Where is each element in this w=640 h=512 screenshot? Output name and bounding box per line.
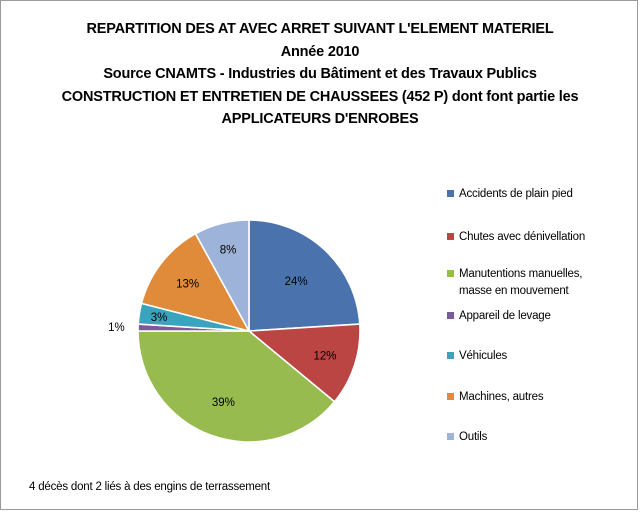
legend-label-line: Accidents de plain pied xyxy=(459,188,573,200)
legend-label: Appareil de levage xyxy=(459,308,629,325)
legend-label: Véhicules xyxy=(459,348,629,365)
legend-item: Chutes avec dénivellation xyxy=(447,229,629,246)
legend-label: Manutentions manuelles, masse en mouvemen… xyxy=(459,266,629,300)
legend-label-line: Outils xyxy=(459,431,488,443)
legend-label: Outils xyxy=(459,429,629,446)
title-line: Source CNAMTS - Industries du Bâtiment e… xyxy=(103,66,537,82)
title-line: CONSTRUCTION ET ENTRETIEN DE CHAUSSEES (… xyxy=(61,88,579,105)
pie-data-label: 24% xyxy=(285,276,308,288)
legend-label: Accidents de plain pied xyxy=(459,186,629,203)
legend-label-line: masse en mouvement xyxy=(459,285,569,297)
legend-swatch xyxy=(447,393,454,400)
pie-slice xyxy=(137,330,336,443)
legend-item: Véhicules xyxy=(447,348,629,365)
legend-swatch xyxy=(447,352,454,359)
legend-swatch xyxy=(447,312,454,319)
legend-swatch xyxy=(447,270,454,277)
pie-data-label: 13% xyxy=(176,278,199,290)
pie-slice xyxy=(248,219,361,332)
legend-label-line: Appareil de levage xyxy=(459,310,551,322)
legend-item: Manutentions manuelles, masse en mouvemen… xyxy=(447,266,629,300)
legend-label-line: Manutentions manuelles, xyxy=(459,268,583,280)
chart-title: REPARTITION DES AT AVEC ARRET SUIVANT L'… xyxy=(0,18,640,131)
legend-label-line: Chutes avec dénivellation xyxy=(459,231,586,243)
legend-item: Accidents de plain pied xyxy=(447,186,629,203)
legend-label: Machines, autres xyxy=(459,389,629,406)
legend-item: Machines, autres xyxy=(447,389,629,406)
legend-swatch xyxy=(447,233,454,240)
pie-slice xyxy=(194,219,250,332)
pie-slice xyxy=(140,232,250,332)
legend-swatch xyxy=(447,190,454,197)
title-line: REPARTITION DES AT AVEC ARRET SUIVANT L'… xyxy=(86,21,554,37)
legend-label-line: Machines, autres xyxy=(459,391,544,403)
pie-data-label: 8% xyxy=(220,244,237,256)
legend-label: Chutes avec dénivellation xyxy=(459,229,629,246)
legend-item: Appareil de levage xyxy=(447,308,629,325)
legend-label-line: Véhicules xyxy=(459,350,508,362)
title-line: APPLICATEURS D'ENROBES xyxy=(221,111,419,127)
pie-data-label: 12% xyxy=(313,351,336,363)
title-line: Année 2010 xyxy=(280,43,360,60)
pie-data-label: 1% xyxy=(108,322,125,334)
legend-swatch xyxy=(447,433,454,440)
legend-item: Outils xyxy=(447,429,629,446)
chart-footnote: 4 décès dont 2 liés à des engins de terr… xyxy=(29,481,270,493)
pie-data-label: 3% xyxy=(151,312,168,324)
pie-data-label: 39% xyxy=(212,397,235,409)
pie-slice xyxy=(248,323,361,403)
